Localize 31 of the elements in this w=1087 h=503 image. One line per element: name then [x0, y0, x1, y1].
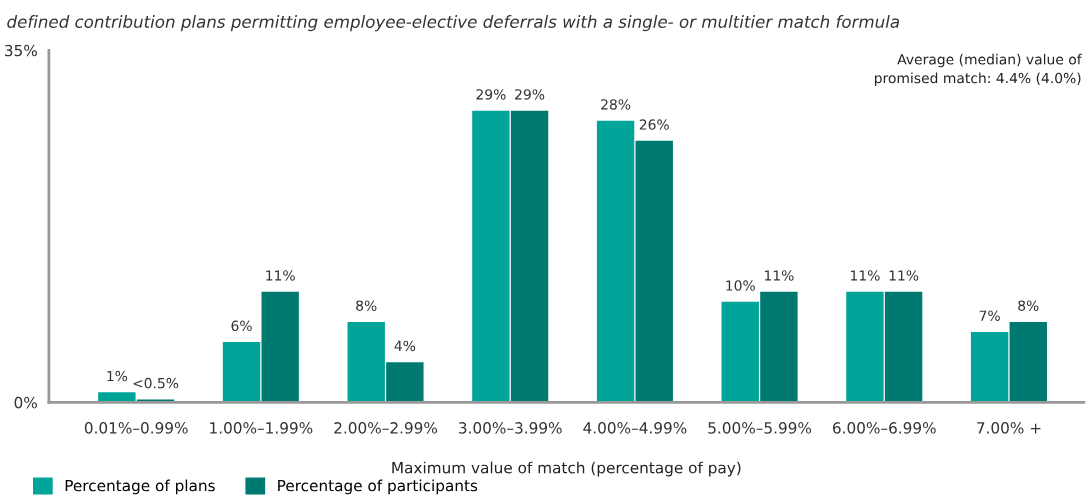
x-tick-label: 1.00%–1.99%: [210, 422, 313, 434]
legend-label: Percentage of participants: [278, 479, 478, 495]
data-label: 4%: [394, 340, 416, 352]
x-tick-label: 7.00% +: [977, 422, 1041, 434]
x-axis-title: Maximum value of match (percentage of pay): [392, 461, 741, 477]
data-label: 11%: [851, 270, 880, 281]
chart-title: defined contribution plans permitting employee-elective deferrals with a single- or multitier match formula: [7, 15, 899, 32]
x-tick-label: 5.00%–5.99%: [708, 422, 812, 434]
data-label: 10%: [726, 280, 755, 291]
data-label: 26%: [639, 119, 669, 130]
annotation: Average (median) value of promised match: 4.4% (4.0%): [874, 53, 1082, 86]
x-tick-label: 2.00%–2.99%: [334, 422, 438, 434]
data-label: 7%: [979, 310, 1000, 321]
data-label: 11%: [764, 270, 794, 281]
data-label: 29%: [515, 89, 545, 100]
legend-label: Percentage of plans: [65, 479, 215, 495]
data-label: 11%: [266, 270, 295, 281]
y-tick-label: 0%: [14, 396, 37, 409]
x-tick-label: 6.00%–6.99%: [832, 422, 936, 434]
y-tick-label: 35%: [5, 44, 37, 57]
x-tick-label: 3.00%–3.99%: [459, 422, 562, 434]
data-label: 1%: [107, 370, 128, 382]
x-tick-label: 4.00%–4.99%: [583, 422, 687, 434]
x-tick-label: 0.01%–0.99%: [84, 422, 188, 434]
data-label: 29%: [476, 89, 506, 100]
data-label: 8%: [1018, 300, 1039, 311]
data-label: 8%: [356, 300, 377, 311]
data-label: 28%: [601, 99, 631, 110]
data-label: <0.5%: [133, 377, 179, 389]
data-label: 6%: [231, 320, 252, 332]
data-label: 11%: [889, 270, 919, 281]
